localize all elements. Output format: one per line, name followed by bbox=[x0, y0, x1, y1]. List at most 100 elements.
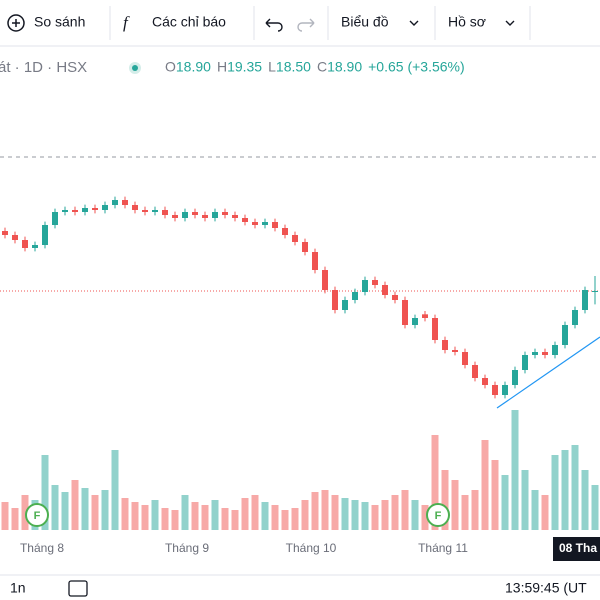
candle-body bbox=[332, 290, 338, 310]
ohlc-value: 18.90 bbox=[327, 59, 362, 75]
volume-bar bbox=[111, 450, 119, 530]
candle-body bbox=[202, 215, 208, 218]
volume-bar bbox=[71, 480, 79, 530]
volume-bar bbox=[61, 492, 69, 530]
undo-button[interactable] bbox=[265, 18, 283, 32]
volume-bar bbox=[521, 470, 529, 530]
redo-button[interactable] bbox=[297, 18, 315, 32]
volume-bar bbox=[181, 495, 189, 530]
candle-body bbox=[92, 208, 98, 210]
clock: 13:59:45 (UT bbox=[505, 580, 587, 596]
candle-body bbox=[272, 222, 278, 228]
volume-bar bbox=[121, 498, 129, 530]
volume-bar bbox=[561, 450, 569, 530]
event-marker bbox=[25, 503, 49, 527]
ohlc-key: L bbox=[268, 59, 276, 75]
volume-bar bbox=[461, 495, 469, 530]
volume-bar bbox=[91, 495, 99, 530]
candle-body bbox=[492, 385, 498, 395]
candle-body bbox=[422, 314, 428, 318]
volume-bar bbox=[131, 502, 139, 530]
volume-bar bbox=[241, 498, 249, 530]
volume-bar bbox=[421, 505, 429, 530]
candle-body bbox=[542, 352, 548, 355]
volume-bar bbox=[411, 500, 419, 530]
volume-bar bbox=[361, 502, 369, 530]
candle-body bbox=[252, 222, 258, 225]
volume-bar bbox=[381, 500, 389, 530]
candle-body bbox=[442, 340, 448, 350]
volume-bar bbox=[251, 495, 259, 530]
candle-body bbox=[522, 355, 528, 370]
event-marker bbox=[426, 503, 450, 527]
candle-body bbox=[552, 345, 558, 355]
ohlc-value: 19.35 bbox=[227, 59, 262, 75]
candle-body bbox=[312, 252, 318, 270]
candle-body bbox=[152, 210, 158, 212]
volume-bar bbox=[531, 490, 539, 530]
volume-bar bbox=[191, 502, 199, 530]
candle-body bbox=[82, 208, 88, 212]
volume-bar bbox=[451, 480, 459, 530]
indicators-button[interactable]: Các chỉ báo bbox=[152, 14, 226, 30]
volume-bar bbox=[81, 488, 89, 530]
candle-body bbox=[182, 212, 188, 218]
candle-body bbox=[512, 370, 518, 385]
candle-body bbox=[362, 280, 368, 292]
goto-date-icon[interactable] bbox=[68, 580, 88, 597]
volume-bar bbox=[201, 505, 209, 530]
chevron bbox=[505, 20, 515, 26]
indicators-icon[interactable]: f bbox=[123, 13, 130, 32]
candle-body bbox=[412, 318, 418, 325]
volume-bar bbox=[281, 510, 289, 530]
candle-body bbox=[12, 235, 18, 240]
candle-body bbox=[382, 285, 388, 295]
toolbar: So sánh f Các chỉ báo Biểu đồ Hồ sơ bbox=[0, 6, 600, 47]
volume-bar bbox=[161, 508, 169, 530]
ohlc-key: O bbox=[165, 59, 176, 75]
candle-body bbox=[212, 212, 218, 218]
candle-body bbox=[122, 200, 128, 205]
volume-bar bbox=[321, 490, 329, 530]
candle-body bbox=[482, 378, 488, 385]
crosshair-date-box bbox=[553, 537, 600, 561]
chart-type-button[interactable]: Biểu đồ bbox=[341, 14, 389, 30]
volume-bar bbox=[51, 485, 59, 530]
compare-button[interactable]: So sánh bbox=[34, 14, 85, 30]
volume-bar bbox=[1, 502, 9, 530]
ohlc-value: 18.90 bbox=[176, 59, 211, 75]
candle-body bbox=[72, 210, 78, 212]
candle-body bbox=[322, 270, 328, 290]
volume-bar bbox=[471, 490, 479, 530]
volume-bar bbox=[141, 505, 149, 530]
candle-body bbox=[162, 210, 168, 215]
volume-bar bbox=[371, 505, 379, 530]
volume-bar bbox=[341, 498, 349, 530]
candle-body bbox=[172, 215, 178, 218]
candle-body bbox=[462, 352, 468, 365]
volume-bar bbox=[551, 455, 559, 530]
compare-icon[interactable] bbox=[7, 14, 25, 32]
volume-bar bbox=[351, 500, 359, 530]
volume-bar bbox=[311, 492, 319, 530]
candle-body bbox=[242, 218, 248, 222]
range-button[interactable]: 1n bbox=[10, 580, 26, 596]
profile-button[interactable]: Hồ sơ bbox=[448, 14, 486, 30]
volume-bar bbox=[101, 490, 109, 530]
volume-bar bbox=[571, 445, 579, 530]
candle-body bbox=[392, 295, 398, 300]
volume-bar bbox=[401, 490, 409, 530]
volume-bar bbox=[221, 508, 229, 530]
candle-body bbox=[302, 242, 308, 252]
candle-body bbox=[592, 291, 598, 292]
compare-plus bbox=[12, 19, 20, 27]
volume-bar bbox=[271, 505, 279, 530]
ohlc-value: 18.50 bbox=[276, 59, 311, 75]
volume-bar bbox=[21, 495, 29, 530]
candle-body bbox=[582, 290, 588, 310]
x-tick-label: Tháng 11 bbox=[418, 541, 468, 555]
volume-bar bbox=[261, 502, 269, 530]
volume-bar bbox=[501, 475, 509, 530]
candle-body bbox=[132, 205, 138, 210]
